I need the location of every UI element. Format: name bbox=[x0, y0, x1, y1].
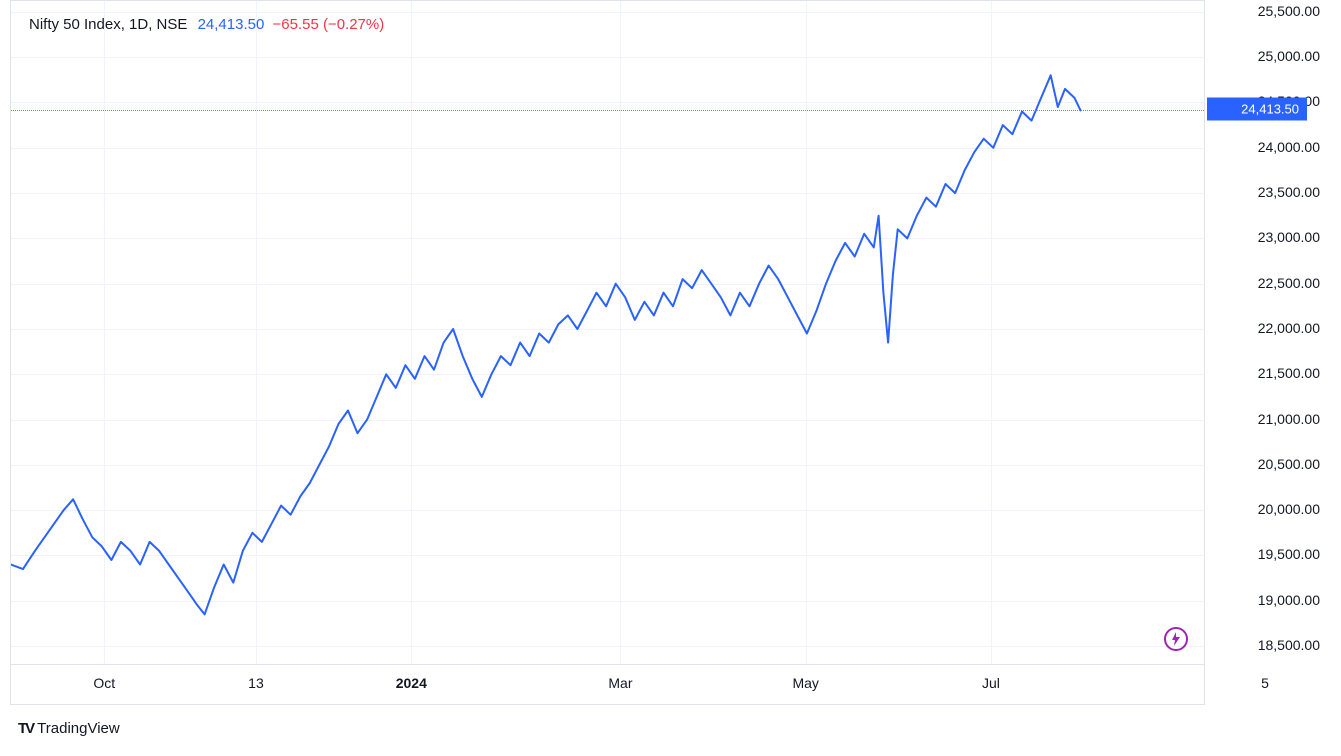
y-tick-label: 21,000.00 bbox=[1220, 411, 1320, 427]
attribution-text: TradingView bbox=[37, 720, 120, 737]
y-tick-label: 21,500.00 bbox=[1220, 365, 1320, 381]
last-price: 24,413.50 bbox=[198, 16, 265, 33]
y-tick-label: 20,000.00 bbox=[1220, 501, 1320, 517]
symbol-label[interactable]: Nifty 50 Index, 1D, NSE bbox=[29, 16, 187, 33]
x-tick-label: 2024 bbox=[396, 675, 427, 691]
y-tick-label: 19,500.00 bbox=[1220, 546, 1320, 562]
y-tick-label: 20,500.00 bbox=[1220, 456, 1320, 472]
x-tick-label: Mar bbox=[608, 675, 632, 691]
y-tick-label: 23,500.00 bbox=[1220, 184, 1320, 200]
price-change: −65.55 (−0.27%) bbox=[272, 16, 384, 33]
chart-plot-area[interactable]: Nifty 50 Index, 1D, NSE 24,413.50 −65.55… bbox=[10, 0, 1205, 665]
attribution[interactable]: TVTradingView bbox=[18, 720, 120, 737]
y-tick-label: 24,000.00 bbox=[1220, 139, 1320, 155]
flash-icon[interactable] bbox=[1164, 627, 1188, 651]
tradingview-logo-icon: TV bbox=[18, 720, 33, 737]
x-tick-label: Jul bbox=[982, 675, 1000, 691]
chart-header: Nifty 50 Index, 1D, NSE 24,413.50 −65.55… bbox=[29, 16, 384, 33]
x-tick-label: Oct bbox=[93, 675, 115, 691]
price-line-chart bbox=[11, 1, 1206, 666]
x-tick-label: May bbox=[792, 675, 818, 691]
y-tick-label: 22,000.00 bbox=[1220, 320, 1320, 336]
x-tick-label: 13 bbox=[248, 675, 264, 691]
current-price-line bbox=[11, 110, 1204, 111]
x-axis-future-label: 5 bbox=[1210, 675, 1320, 691]
y-tick-label: 25,500.00 bbox=[1220, 3, 1320, 19]
y-tick-label: 19,000.00 bbox=[1220, 592, 1320, 608]
y-tick-label: 22,500.00 bbox=[1220, 275, 1320, 291]
y-tick-label: 18,500.00 bbox=[1220, 637, 1320, 653]
y-tick-label: 23,000.00 bbox=[1220, 229, 1320, 245]
current-price-badge: 24,413.50 bbox=[1207, 98, 1307, 121]
x-axis[interactable]: Oct 13 2024 Mar May Jul bbox=[10, 665, 1205, 705]
y-tick-label: 25,000.00 bbox=[1220, 48, 1320, 64]
